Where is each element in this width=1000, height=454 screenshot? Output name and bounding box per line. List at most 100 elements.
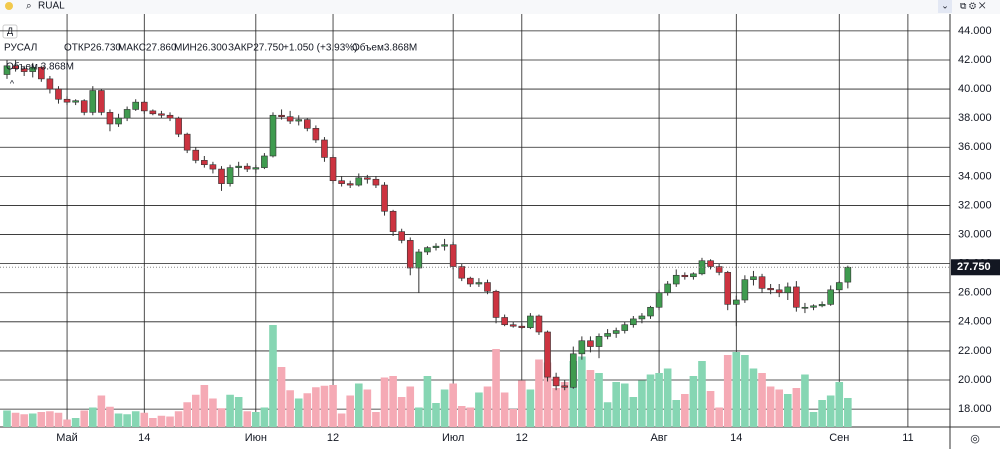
volume-bar [114,413,123,427]
candle-body [55,88,62,100]
volume-bar [320,385,329,427]
candle-body [844,266,852,283]
volume-bar [466,407,475,427]
y-tick-label: 34.000 [958,170,992,182]
y-tick-label: 44.000 [958,25,992,37]
candle-body [441,244,448,247]
volume-bar [71,418,80,427]
candle-body [303,119,311,129]
candle-body [630,318,637,326]
candle-body [321,139,328,158]
volume-bar [200,385,209,427]
volume-bar [346,395,354,427]
volume-bar [286,390,294,427]
app-icon[interactable] [5,2,13,10]
volume-bar [492,349,500,427]
candle-body [492,290,500,318]
volume-bar [749,368,758,427]
volume-bar [277,367,286,427]
search-icon[interactable]: ⌕ [26,1,32,12]
volume-bar [723,355,732,427]
dropdown[interactable] [938,0,952,13]
candle-body [672,274,680,285]
candle-body [595,336,603,347]
candle-body [406,240,414,269]
volume-bar [552,388,560,427]
volume-bar [826,395,835,427]
volume-bar [809,412,818,427]
candle-body [793,286,800,308]
volume-bar [20,414,28,427]
volume-bar [603,402,612,427]
legend-open: ОТКР26.730 [64,43,121,54]
volume-bar [97,395,106,427]
x-tick-label: 12 [327,432,339,444]
volume-bar [457,406,466,427]
interval-button-box[interactable] [2,24,18,39]
y-tick-label: 26.000 [958,287,992,299]
candle-body [355,177,363,186]
search-text[interactable]: RUAL [38,1,65,12]
volume-bar [783,394,792,427]
candle-body [561,385,569,388]
volume-bar [217,408,226,427]
volume-bar [252,412,260,427]
volume-bar [209,398,217,427]
volume-bar [818,400,826,427]
volume-bar [89,407,97,427]
candle-body [724,272,732,305]
last-price-label: 27.750 [957,261,991,273]
volume-bar [586,370,595,427]
candle-body [535,315,543,333]
volume-bar [269,325,277,427]
volume-bar [174,411,183,427]
collapse-icon[interactable]: ^ [10,78,15,88]
volume-bar [389,376,397,427]
volume-bar [560,382,569,427]
y-tick-label: 18.000 [958,403,992,415]
candle-body [364,177,371,180]
volume-bar [775,389,783,427]
volume-bar [260,407,269,427]
candle-body [235,165,242,168]
candle-body [115,117,122,125]
y-tick-label: 36.000 [958,141,992,153]
toolbar-icons[interactable]: ⧉ ⚙ ✕ [960,0,986,10]
candle-body [467,277,474,285]
volume-bar [157,415,166,427]
volume-bar [423,376,432,427]
x-tick-label: 11 [902,432,913,444]
volume-bar [28,413,37,427]
volume-bar [706,391,715,427]
volume-bar [234,397,243,427]
candle-body [183,133,191,151]
volume-bar [11,412,20,427]
candle-body [98,90,105,113]
settings-icon[interactable]: ◎ [970,433,980,445]
candle-body [209,164,217,170]
candle-body [398,231,405,241]
candle-body [63,98,71,103]
x-tick-label: Сен [829,432,849,444]
candle-body [518,325,526,328]
volume-bar [741,355,749,427]
candle-body [46,78,54,90]
candle-body [38,66,45,80]
y-tick-label: 38.000 [958,112,992,124]
candle-body [604,333,611,337]
volume-bar [518,380,526,427]
volume-bar [758,373,766,427]
candle-body [201,160,208,166]
candle-body [415,251,423,269]
volume-bar [835,382,844,427]
volume-bar [140,412,149,427]
candle-body [432,245,440,248]
volume-bar [294,398,303,427]
volume-bar [595,373,603,427]
volume-bar [500,392,509,427]
candle-body [106,112,114,125]
legend-close: ЗАКР27.750 [228,43,284,54]
candle-body [741,279,749,301]
